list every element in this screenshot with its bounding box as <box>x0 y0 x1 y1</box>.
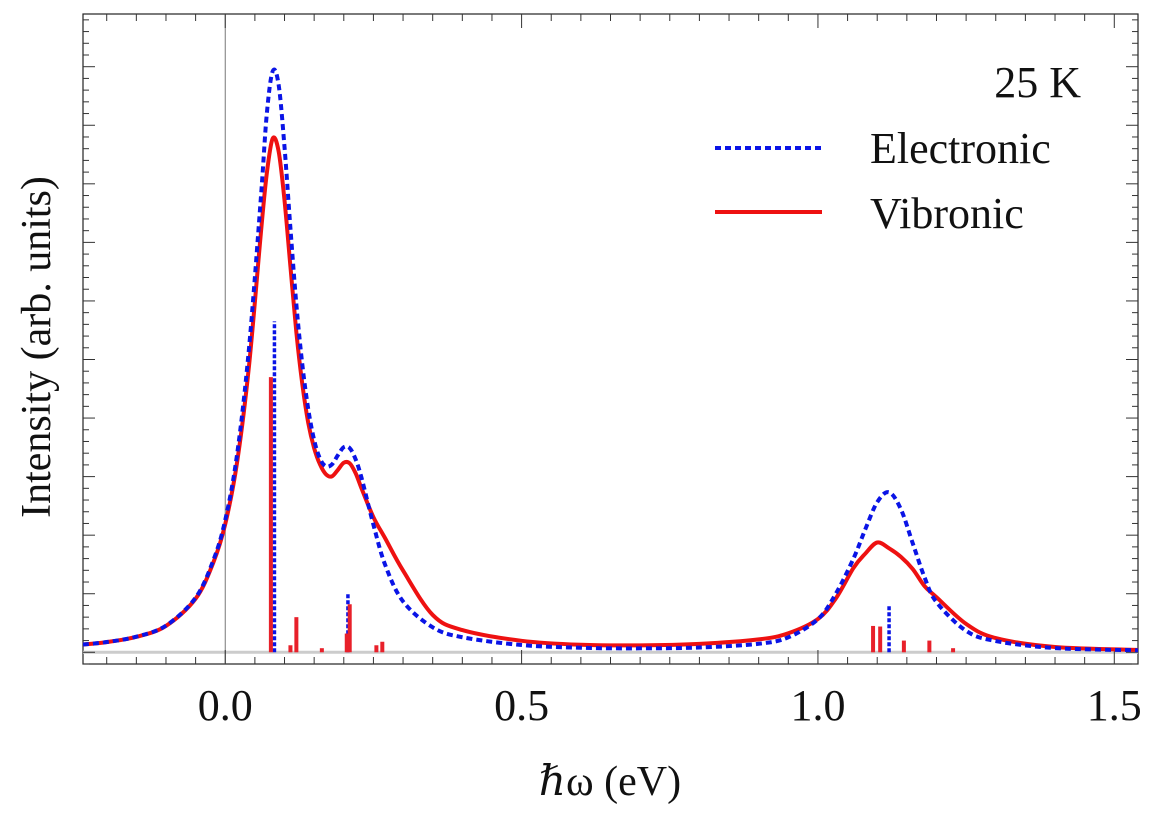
x-tick-label: 0.0 <box>198 681 253 730</box>
legend: Electronic Vibronic <box>715 124 1051 238</box>
plot-frame <box>82 13 1139 665</box>
legend-label-vibronic: Vibronic <box>870 189 1024 238</box>
series-line-vibronic <box>82 135 1139 652</box>
x-tick-label: 1.5 <box>1087 681 1142 730</box>
x-tick-label: 0.5 <box>494 681 549 730</box>
temperature-annotation: 25 K <box>994 58 1081 107</box>
series-line-electronic <box>82 67 1139 653</box>
y-axis-label: Intensity (arb. units) <box>14 176 60 518</box>
x-tick-label: 1.0 <box>790 681 845 730</box>
x-axis-label: ℏω (eV) <box>539 759 681 805</box>
legend-label-electronic: Electronic <box>870 124 1051 173</box>
